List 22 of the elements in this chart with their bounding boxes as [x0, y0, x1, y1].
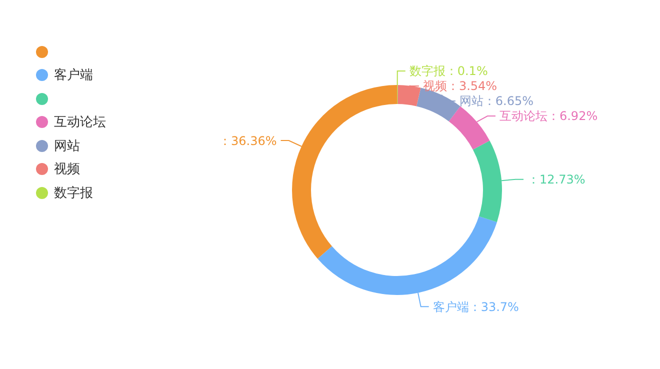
- donut-slice: [292, 85, 397, 259]
- slice-label: 数字报: [409, 64, 446, 78]
- donut-slice: [448, 106, 490, 150]
- data-label: ：12.73%: [528, 172, 586, 187]
- data-label: ：36.36%: [218, 134, 277, 148]
- data-label: ：6.92%: [547, 109, 598, 124]
- legend-label: 网站: [54, 138, 80, 155]
- donut-slice: [398, 85, 421, 106]
- legend-label: 视频: [54, 161, 80, 178]
- legend-label: 客户端: [54, 67, 93, 84]
- donut-slice: [318, 216, 497, 295]
- donut-slice: [472, 140, 502, 222]
- slice-label: 互动论坛: [499, 109, 548, 124]
- data-label: ：0.1%: [445, 64, 488, 78]
- legend-label: 数字报: [54, 184, 93, 202]
- slice-label: 视频: [422, 79, 447, 94]
- data-label: ：3.54%: [446, 79, 498, 94]
- slice-label: 网站: [459, 94, 484, 108]
- slice-label: 客户端: [432, 300, 469, 314]
- legend-label: 互动论坛: [54, 114, 106, 132]
- data-label: ：33.7%: [468, 300, 519, 314]
- data-label: ：6.65%: [483, 94, 534, 108]
